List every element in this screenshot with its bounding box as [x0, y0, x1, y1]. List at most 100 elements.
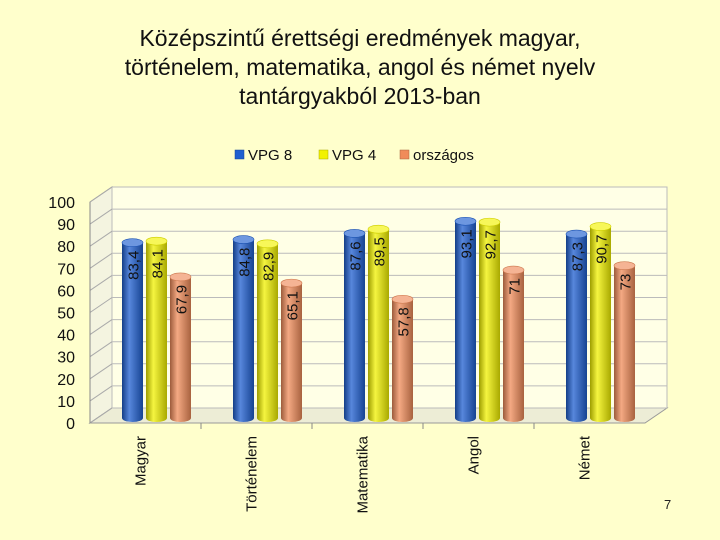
bar-body	[368, 229, 389, 422]
bar	[280, 278, 303, 422]
data-label: 82,9	[261, 252, 278, 281]
bar-body	[503, 270, 524, 422]
bar-top	[613, 261, 636, 270]
bar	[391, 294, 414, 422]
bar	[343, 229, 366, 422]
bar	[454, 216, 477, 422]
data-label: 67,9	[174, 285, 191, 314]
gridline-side	[89, 297, 113, 313]
bar-body	[455, 221, 476, 422]
bar-body	[257, 243, 278, 422]
chart-title: Középszintű érettségi eredmények magyar,…	[0, 24, 720, 111]
y-tick-label: 40	[57, 328, 75, 345]
legend-label: VPG 8	[248, 147, 292, 164]
bar	[589, 222, 612, 422]
bar-top	[169, 272, 192, 282]
bar-body	[392, 299, 413, 422]
bar-top	[478, 217, 501, 227]
y-tick-label: 60	[57, 283, 75, 300]
bar	[256, 239, 279, 422]
bar-body	[281, 283, 302, 422]
x-tick-label: Történelem	[244, 436, 261, 512]
legend-label: VPG 4	[332, 147, 376, 164]
data-label: 83,4	[126, 251, 143, 280]
bar-top	[145, 236, 168, 246]
x-axis: Magyar Történelem Matematika Angol Német	[133, 423, 594, 514]
gridline-side	[89, 252, 113, 269]
bars	[121, 216, 636, 422]
bar-top	[367, 224, 390, 234]
data-label: 92,7	[483, 230, 500, 259]
bar-top	[391, 294, 414, 304]
y-tick-label: 20	[57, 372, 75, 389]
data-label: 84,1	[150, 249, 167, 278]
bar-body	[344, 233, 365, 422]
y-axis: 0 10 20 30 40 50 60 70 80 90 100	[48, 195, 91, 433]
bar	[145, 236, 168, 422]
title-line-1: Középszintű érettségi eredmények magyar,	[139, 25, 581, 51]
gridline-side	[89, 230, 113, 247]
bar	[232, 235, 255, 422]
bar-body	[122, 242, 143, 422]
gridline-side	[89, 363, 113, 380]
data-label: 73	[618, 274, 635, 291]
bar-top	[589, 222, 612, 231]
data-label: 87,6	[348, 241, 365, 270]
legend: VPG 8 VPG 4 országos	[234, 147, 474, 164]
title-line-3: tantárgyakból 2013-ban	[239, 83, 481, 109]
x-tick-label: Angol	[466, 436, 483, 474]
gridline-side	[89, 319, 113, 336]
data-label: 87,3	[570, 242, 587, 271]
gridline-side	[89, 274, 113, 291]
bar	[169, 272, 192, 422]
bar-body	[566, 234, 587, 422]
bar-body	[479, 222, 500, 422]
y-tick-label: 0	[66, 416, 75, 433]
y-tick-label: 80	[57, 239, 75, 256]
page-number: 7	[664, 497, 672, 512]
gridline-side	[89, 208, 113, 225]
y-tick-label: 30	[57, 350, 75, 367]
title-line-2: történelem, matematika, angol és német n…	[124, 54, 596, 80]
gridline-side	[89, 341, 113, 358]
bar	[367, 224, 390, 422]
y-tick-label: 50	[57, 306, 75, 323]
bar-body	[614, 265, 635, 422]
bar-top	[232, 235, 255, 244]
data-label: 93,1	[459, 229, 476, 258]
bar-top	[502, 265, 525, 275]
y-tick-label: 10	[57, 394, 75, 411]
data-label: 65,1	[285, 291, 302, 320]
data-label: 84,8	[237, 248, 254, 277]
bar-top	[256, 239, 279, 249]
bar-body	[146, 241, 167, 422]
bar	[613, 261, 636, 422]
bar-top	[454, 216, 477, 226]
bar	[565, 229, 588, 422]
bar	[121, 238, 144, 422]
bar-body	[233, 239, 254, 422]
data-label: 89,5	[372, 237, 389, 266]
bar-top	[343, 229, 366, 238]
x-tick-label: Matematika	[355, 435, 372, 513]
legend-swatch	[399, 149, 410, 160]
data-label: 57,8	[396, 307, 413, 336]
data-labels: 83,4 84,1 67,9 84,8 82,9 65,1 87,6 89,5 57,8 93,1…	[126, 229, 635, 336]
gridline-side	[89, 407, 113, 424]
data-label: 71	[507, 278, 524, 295]
bar-top	[121, 238, 144, 247]
y-tick-label: 70	[57, 261, 75, 278]
gridline-side	[89, 186, 113, 203]
y-tick-label: 90	[57, 217, 75, 234]
legend-swatch	[318, 149, 329, 160]
bar-top	[565, 229, 588, 239]
y-tick-label: 100	[48, 195, 75, 212]
bar-top	[280, 278, 303, 288]
data-label: 90,7	[594, 235, 611, 264]
x-tick-label: Német	[577, 435, 594, 480]
legend-label: országos	[413, 147, 474, 164]
bar	[502, 265, 525, 422]
bar-body	[170, 276, 191, 422]
bar-body	[590, 226, 611, 422]
